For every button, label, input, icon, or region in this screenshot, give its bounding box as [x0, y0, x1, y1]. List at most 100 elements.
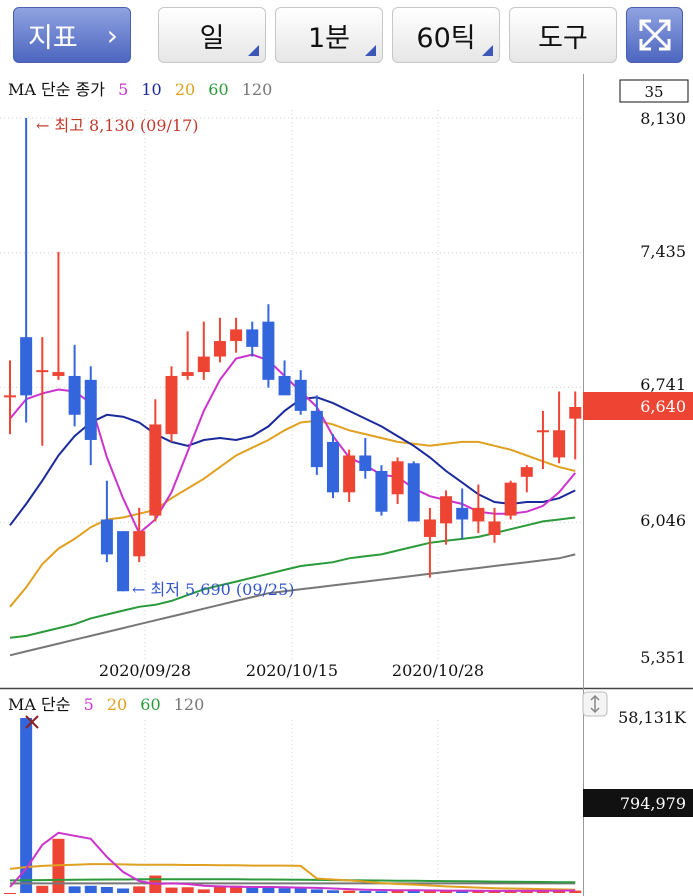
ma10-legend: 10: [141, 80, 161, 99]
vol-ma60-legend: 60: [140, 695, 160, 714]
volume-bar: [343, 890, 356, 893]
candle: [310, 395, 323, 475]
x-tick-label: 2020/09/28: [99, 661, 191, 680]
period-selector[interactable]: 일: [158, 7, 266, 63]
chart-grid: [0, 110, 583, 890]
y-tick-label: 6,741: [640, 375, 686, 394]
candle: [117, 531, 130, 592]
expand-arrows-icon: [639, 19, 670, 51]
volume-bar: [391, 890, 404, 893]
candle-body: [536, 430, 549, 433]
candle-body: [117, 531, 130, 592]
candle-body: [181, 372, 194, 376]
volume-bar: [84, 885, 97, 893]
candle: [553, 391, 566, 464]
stock-chart[interactable]: MA 단순 종가 5 10 20 60 120 35 8,130 7,435 6…: [0, 74, 693, 896]
volume-bar: [488, 891, 501, 893]
candle-body: [423, 519, 436, 537]
volume-bar: [262, 886, 275, 893]
candle-body: [569, 406, 582, 419]
candle-body: [4, 395, 16, 398]
candle-body: [230, 329, 243, 342]
volume-bar: [117, 888, 130, 893]
candle: [278, 360, 291, 396]
volume-bar: [36, 885, 49, 893]
y-tick-label: 7,435: [640, 242, 686, 261]
candle-body: [375, 470, 388, 512]
candle: [20, 118, 33, 423]
volume-bar: [246, 886, 259, 893]
current-volume-tag: [583, 789, 693, 817]
tools-button-label: 도구: [538, 22, 588, 54]
current-price-tag: [583, 392, 693, 420]
candle: [504, 480, 517, 520]
chevron-right-icon: ›: [106, 19, 118, 52]
period-selector-label: 일: [199, 22, 225, 54]
volume-bar: [553, 890, 566, 893]
volume-bar: [310, 889, 323, 893]
vol-ma20-line: [9, 863, 576, 891]
tick-selector[interactable]: 60틱: [392, 7, 500, 63]
volume-bar: [569, 890, 582, 893]
candle-body: [246, 329, 259, 347]
ma20-legend: 20: [175, 80, 195, 99]
volume-bar: [278, 888, 291, 893]
candle-body: [294, 379, 307, 411]
candle-body: [440, 496, 453, 524]
candle-body: [456, 507, 469, 520]
candle: [294, 370, 307, 415]
fullscreen-button[interactable]: [626, 7, 683, 63]
candle: [100, 480, 113, 563]
candle: [343, 449, 356, 503]
candle: [423, 507, 436, 578]
tools-button[interactable]: 도구: [509, 7, 617, 63]
ma120-line: [9, 553, 576, 657]
candle: [149, 399, 162, 522]
volume-bar: [359, 890, 372, 893]
volume-bar: [133, 886, 146, 893]
candle: [36, 337, 49, 446]
y-tick-label: 8,130: [640, 109, 686, 128]
high-annotation: ← 최고 8,130 (09/17): [36, 116, 199, 135]
ma60-legend: 60: [208, 80, 228, 99]
volume-bars: [4, 718, 582, 894]
candle-body: [553, 430, 566, 458]
indicator-button[interactable]: 지표 ›: [13, 7, 131, 63]
volume-bar: [327, 890, 339, 893]
candlesticks: [4, 118, 582, 592]
interval-selector[interactable]: 1분: [275, 7, 383, 63]
candle-body: [504, 482, 517, 516]
candle: [133, 507, 146, 563]
candle-body: [488, 521, 501, 536]
candle-body: [84, 379, 97, 440]
candle: [327, 434, 339, 499]
current-price-value: 6,640: [640, 397, 686, 416]
candle-body: [149, 424, 162, 516]
candle-body: [68, 375, 81, 415]
candle: [230, 317, 243, 353]
candle: [181, 331, 194, 380]
candle: [4, 360, 16, 435]
vol-ma60-line: [9, 878, 576, 884]
volume-ma-lines: [9, 831, 576, 892]
indicator-button-label: 지표: [28, 22, 78, 54]
dropdown-corner-icon: [365, 45, 376, 56]
candle-body: [52, 372, 65, 376]
candle: [165, 366, 178, 442]
candle-body: [165, 375, 178, 435]
volume-bar: [440, 890, 453, 893]
dropdown-corner-icon: [248, 45, 259, 56]
candle: [359, 438, 372, 479]
y-tick-label: 5,351: [640, 648, 686, 667]
vol-ma120-legend: 120: [174, 695, 205, 714]
volume-bar: [197, 889, 210, 893]
candle-body: [36, 370, 49, 373]
candle-body: [133, 531, 146, 557]
volume-bar: [294, 888, 307, 893]
x-tick-label: 2020/10/15: [246, 661, 338, 680]
dropdown-corner-icon: [482, 45, 493, 56]
price-ma-lines: [9, 353, 577, 657]
current-volume-value: 794,979: [620, 794, 686, 813]
volume-bar: [165, 887, 178, 893]
candle-body: [472, 507, 485, 522]
